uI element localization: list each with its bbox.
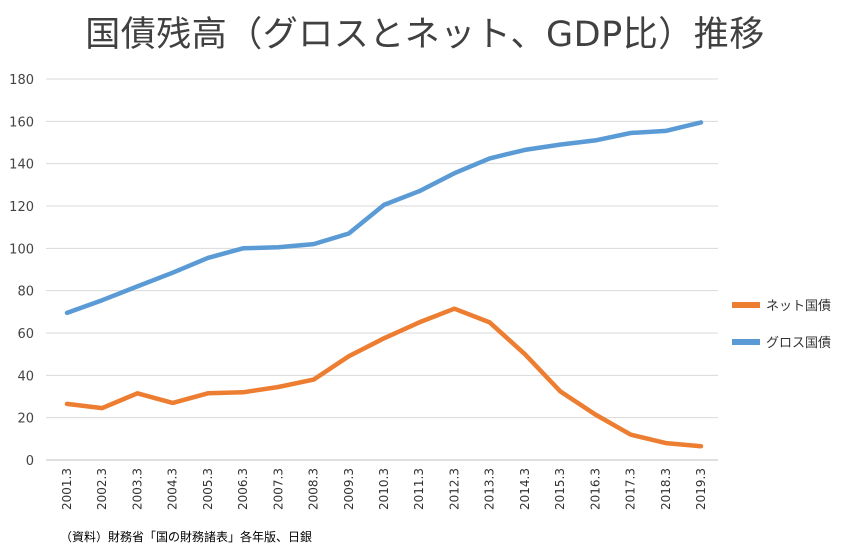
y-tick-label: 120 (9, 200, 34, 215)
x-tick-label: 2015.3 (553, 468, 567, 510)
y-tick-label: 160 (9, 115, 34, 130)
x-axis-ticks: 2001.3 2002.3 2003.3 2004.3 2005.3 2006.3 2007… (60, 468, 708, 510)
x-tick-label: 2014.3 (518, 468, 532, 510)
chart-title: 国債残高（グロスとネット、GDP比）推移 (85, 15, 765, 55)
legend-label: ネット国債 (766, 299, 831, 314)
y-tick-label: 20 (17, 412, 34, 427)
y-tick-label: 140 (9, 158, 34, 173)
y-tick-label: 40 (17, 369, 34, 384)
x-tick-label: 2006.3 (236, 468, 250, 510)
x-tick-label: 2019.3 (694, 468, 708, 510)
y-tick-label: 0 (26, 454, 34, 469)
y-tick-label: 180 (9, 73, 34, 88)
y-axis-ticks: 0 20 40 60 80 100 120 140 160 180 (9, 73, 34, 469)
x-tick-label: 2001.3 (60, 468, 74, 510)
y-tick-label: 60 (17, 327, 34, 342)
x-tick-label: 2017.3 (624, 468, 638, 510)
gridlines (46, 78, 718, 461)
x-tick-label: 2005.3 (201, 468, 215, 510)
x-tick-label: 2012.3 (447, 468, 461, 510)
x-tick-label: 2009.3 (342, 468, 356, 510)
x-tick-label: 2011.3 (412, 468, 426, 510)
series-line-1 (64, 120, 704, 316)
x-tick-label: 2018.3 (659, 468, 673, 510)
legend-swatch (732, 302, 760, 308)
x-tick-label: 2010.3 (377, 468, 391, 510)
legend-label: グロス国債 (766, 336, 831, 351)
series-line-0 (64, 306, 704, 449)
x-tick-label: 2004.3 (166, 468, 180, 510)
x-tick-label: 2008.3 (307, 468, 321, 510)
x-tick-label: 2002.3 (95, 468, 109, 510)
x-tick-label: 2003.3 (130, 468, 144, 510)
series-lines (64, 120, 704, 449)
x-tick-label: 2013.3 (483, 468, 497, 510)
y-tick-label: 80 (17, 285, 34, 300)
x-tick-label: 2016.3 (588, 468, 602, 510)
y-tick-label: 100 (9, 242, 34, 257)
legend-swatch (732, 339, 760, 345)
x-tick-label: 2007.3 (271, 468, 285, 510)
source-note: （資料）財務省「国の財務諸表」各年版、日銀 (60, 530, 313, 544)
